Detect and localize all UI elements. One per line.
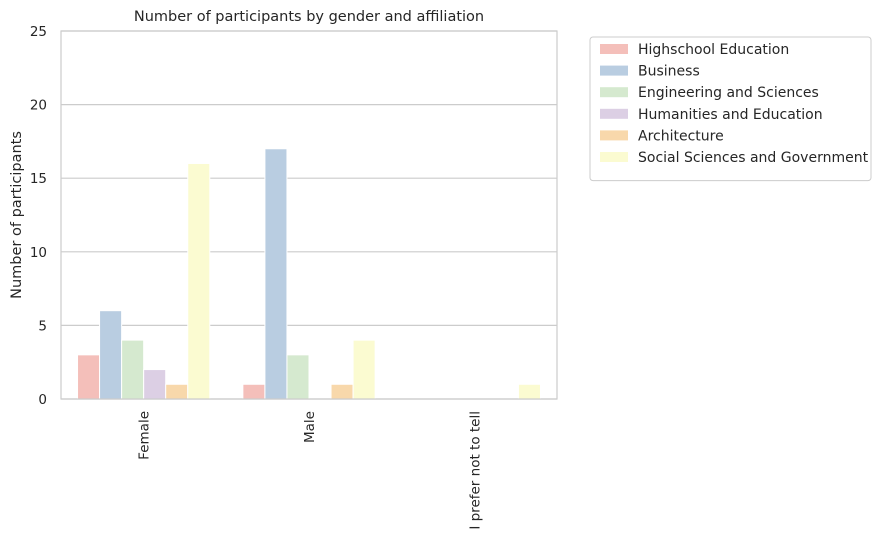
y-tick-label: 20	[30, 98, 47, 114]
bar	[352, 339, 376, 400]
x-tick-label: Male	[302, 411, 318, 443]
bar	[187, 162, 211, 400]
plot-frame	[60, 30, 558, 400]
y-tick-label: 0	[38, 392, 47, 408]
legend-label: Social Sciences and Government	[638, 150, 869, 166]
legend-swatch	[600, 65, 628, 76]
y-ticks: 0 5 10 15 20 25	[30, 24, 47, 408]
legend-swatch	[600, 152, 628, 162]
y-tick-label: 5	[38, 318, 47, 334]
y-axis-label: Number of participants	[9, 131, 25, 299]
bar	[143, 369, 167, 400]
legend-swatch	[600, 44, 628, 54]
legend-label: Architecture	[638, 128, 724, 144]
bar	[286, 354, 310, 400]
legend-label: Business	[638, 64, 700, 80]
legend-swatch	[600, 108, 628, 119]
bar	[121, 339, 145, 400]
y-tick-label: 10	[30, 245, 47, 261]
bar	[264, 148, 288, 400]
bar	[165, 383, 189, 400]
legend-swatch	[600, 130, 628, 141]
y-tick-label: 25	[30, 24, 47, 40]
bar	[77, 354, 101, 400]
x-ticks: Female Male I prefer not to tell	[137, 411, 484, 530]
bars	[77, 148, 541, 400]
x-tick-label: Female	[137, 411, 153, 460]
chart-title: Number of participants by gender and aff…	[134, 9, 484, 25]
x-tick-label: I prefer not to tell	[467, 411, 483, 530]
legend-box	[589, 36, 872, 182]
bar	[242, 383, 266, 400]
y-tick-label: 15	[30, 171, 47, 187]
bar	[517, 383, 541, 400]
legend-label: Humanities and Education	[638, 107, 823, 123]
bar	[330, 383, 354, 400]
legend: Highschool Education Business Engineering …	[589, 36, 872, 182]
legend-label: Engineering and Sciences	[638, 85, 819, 101]
legend-swatch	[600, 87, 628, 98]
bar	[99, 310, 123, 400]
legend-label: Highschool Education	[638, 42, 789, 58]
